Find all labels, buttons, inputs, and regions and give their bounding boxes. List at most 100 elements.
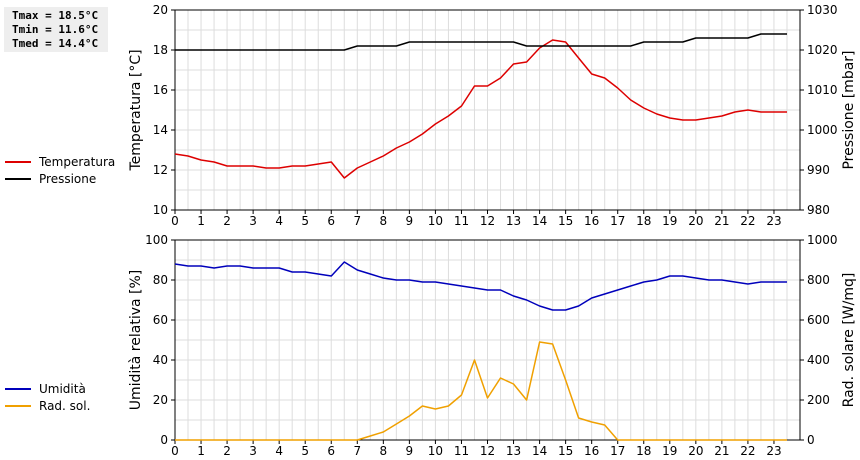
y2-tick-label: 1000 <box>807 123 838 137</box>
x-tick-label: 13 <box>506 214 521 228</box>
y-tick-label: 12 <box>153 163 168 177</box>
x-tick-label: 19 <box>662 214 677 228</box>
y2-tick-label: 0 <box>807 433 815 447</box>
x-tick-label: 21 <box>714 214 729 228</box>
x-tick-label: 23 <box>766 444 781 458</box>
x-tick-label: 15 <box>558 444 573 458</box>
x-tick-label: 12 <box>480 444 495 458</box>
x-tick-label: 11 <box>454 214 469 228</box>
stat-tmax: Tmax = 18.5°C <box>12 9 99 22</box>
y2-tick-label: 980 <box>807 203 830 217</box>
chart-panel-humidity-radiation: 0 1 2 3 4 5 6 7 8 9 10 11 12 13 14 15 16 17 18 19 20 21 22 2302… <box>128 233 857 458</box>
legend-label-umidita: Umidità <box>39 381 86 396</box>
y-tick-label: 100 <box>145 233 168 247</box>
x-tick-label: 5 <box>301 444 309 458</box>
x-tick-label: 3 <box>249 214 257 228</box>
legend-swatch-rad-sol <box>5 404 31 407</box>
y-axis-label: Umidità relativa [%] <box>128 270 144 411</box>
x-tick-label: 11 <box>454 444 469 458</box>
legend-top: Temperatura Pressione <box>5 153 115 187</box>
x-tick-label: 4 <box>275 444 283 458</box>
stats-box: Tmax = 18.5°C Tmin = 11.6°C Tmed = 14.4°… <box>4 7 108 52</box>
x-tick-label: 5 <box>301 214 309 228</box>
x-tick-label: 10 <box>428 214 443 228</box>
y2-tick-label: 990 <box>807 163 830 177</box>
x-tick-label: 15 <box>558 214 573 228</box>
x-tick-label: 18 <box>636 444 651 458</box>
y-tick-label: 20 <box>153 393 168 407</box>
series-line-umidit <box>174 261 787 311</box>
x-tick-label: 22 <box>740 444 755 458</box>
x-tick-label: 21 <box>714 444 729 458</box>
y-tick-label: 40 <box>153 353 168 367</box>
x-tick-label: 2 <box>223 444 231 458</box>
x-tick-label: 17 <box>610 214 625 228</box>
x-tick-label: 2 <box>223 214 231 228</box>
y2-tick-label: 600 <box>807 313 830 327</box>
x-tick-label: 20 <box>688 444 703 458</box>
x-tick-label: 7 <box>353 214 361 228</box>
x-tick-label: 8 <box>380 214 388 228</box>
y-tick-label: 18 <box>153 43 168 57</box>
x-tick-label: 17 <box>610 444 625 458</box>
y-tick-label: 14 <box>153 123 168 137</box>
legend-item-rad-sol: Rad. sol. <box>5 397 90 414</box>
y-tick-label: 80 <box>153 273 168 287</box>
y2-tick-label: 1020 <box>807 43 838 57</box>
x-tick-label: 12 <box>480 214 495 228</box>
y2-tick-label: 1030 <box>807 3 838 17</box>
x-tick-label: 16 <box>584 444 599 458</box>
x-tick-label: 0 <box>171 444 179 458</box>
chart-panel-temp-pressure: 0 1 2 3 4 5 6 7 8 9 10 11 12 13 14 15 16 17 18 19 20 21 22 2310… <box>128 3 857 228</box>
legend-item-temperatura: Temperatura <box>5 153 115 170</box>
y2-axis-label: Pressione [mbar] <box>841 50 857 169</box>
y-tick-label: 16 <box>153 83 168 97</box>
x-tick-label: 14 <box>532 214 547 228</box>
stat-tmin: Tmin = 11.6°C <box>12 23 99 36</box>
y2-tick-label: 1010 <box>807 83 838 97</box>
y2-tick-label: 800 <box>807 273 830 287</box>
x-tick-label: 7 <box>353 444 361 458</box>
y-tick-label: 10 <box>153 203 168 217</box>
x-tick-label: 23 <box>766 214 781 228</box>
legend-label-temperatura: Temperatura <box>39 154 116 169</box>
y2-tick-label: 400 <box>807 353 830 367</box>
legend-swatch-umidita <box>5 387 31 390</box>
legend-swatch-temperatura <box>5 160 31 163</box>
x-tick-label: 16 <box>584 214 599 228</box>
x-tick-label: 13 <box>506 444 521 458</box>
legend-item-pressione: Pressione <box>5 170 115 187</box>
y2-tick-label: 1000 <box>807 233 838 247</box>
x-tick-label: 3 <box>249 444 257 458</box>
series-line-pressione <box>175 33 787 51</box>
legend-swatch-pressione <box>5 177 31 180</box>
x-tick-label: 20 <box>688 214 703 228</box>
x-tick-label: 6 <box>327 444 335 458</box>
legend-label-rad-sol: Rad. sol. <box>39 398 91 413</box>
x-tick-label: 9 <box>406 444 414 458</box>
series-line-temperatura <box>174 39 787 179</box>
y-tick-label: 0 <box>160 433 168 447</box>
series-line-rad-sol <box>175 341 787 441</box>
legend-bottom: Umidità Rad. sol. <box>5 380 90 414</box>
legend-item-umidita: Umidità <box>5 380 90 397</box>
x-tick-label: 19 <box>662 444 677 458</box>
x-tick-label: 14 <box>532 444 547 458</box>
x-tick-label: 4 <box>275 214 283 228</box>
y-tick-label: 60 <box>153 313 168 327</box>
y2-axis-label: Rad. solare [W/mq] <box>841 273 857 408</box>
x-tick-label: 1 <box>197 214 205 228</box>
x-tick-label: 0 <box>171 214 179 228</box>
y2-tick-label: 200 <box>807 393 830 407</box>
x-tick-label: 8 <box>380 444 388 458</box>
x-tick-label: 6 <box>327 214 335 228</box>
stat-tmed: Tmed = 14.4°C <box>12 37 99 50</box>
x-tick-label: 1 <box>197 444 205 458</box>
y-tick-label: 20 <box>153 3 168 17</box>
x-tick-label: 10 <box>428 444 443 458</box>
x-tick-label: 22 <box>740 214 755 228</box>
x-tick-label: 9 <box>406 214 414 228</box>
x-tick-label: 18 <box>636 214 651 228</box>
y-axis-label: Temperatura [°C] <box>128 49 144 171</box>
